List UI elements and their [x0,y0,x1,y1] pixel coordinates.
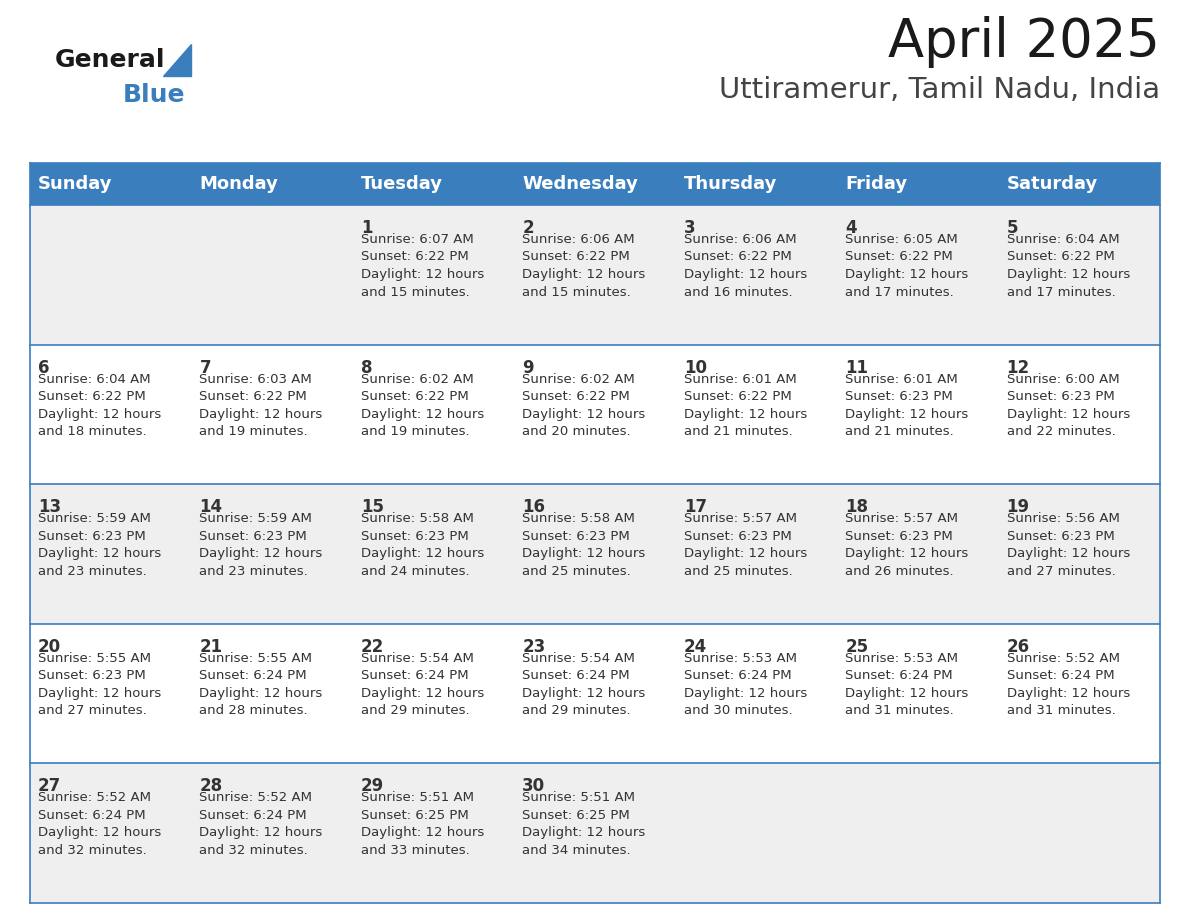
Text: 29: 29 [361,778,384,795]
Text: Sunrise: 5:53 AM
Sunset: 6:24 PM
Daylight: 12 hours
and 30 minutes.: Sunrise: 5:53 AM Sunset: 6:24 PM Dayligh… [684,652,807,717]
Text: Tuesday: Tuesday [361,175,443,193]
Text: 13: 13 [38,498,61,516]
Text: Sunrise: 5:51 AM
Sunset: 6:25 PM
Daylight: 12 hours
and 34 minutes.: Sunrise: 5:51 AM Sunset: 6:25 PM Dayligh… [523,791,645,856]
Text: Wednesday: Wednesday [523,175,638,193]
Text: 8: 8 [361,359,372,376]
Text: Sunrise: 6:04 AM
Sunset: 6:22 PM
Daylight: 12 hours
and 17 minutes.: Sunrise: 6:04 AM Sunset: 6:22 PM Dayligh… [1006,233,1130,298]
Text: 12: 12 [1006,359,1030,376]
Text: 5: 5 [1006,219,1018,237]
Text: 9: 9 [523,359,533,376]
Text: 10: 10 [684,359,707,376]
Text: Sunrise: 5:52 AM
Sunset: 6:24 PM
Daylight: 12 hours
and 32 minutes.: Sunrise: 5:52 AM Sunset: 6:24 PM Dayligh… [200,791,323,856]
Text: Sunrise: 6:06 AM
Sunset: 6:22 PM
Daylight: 12 hours
and 15 minutes.: Sunrise: 6:06 AM Sunset: 6:22 PM Dayligh… [523,233,645,298]
Text: 21: 21 [200,638,222,655]
Text: Sunrise: 5:58 AM
Sunset: 6:23 PM
Daylight: 12 hours
and 25 minutes.: Sunrise: 5:58 AM Sunset: 6:23 PM Dayligh… [523,512,645,577]
Text: Saturday: Saturday [1006,175,1098,193]
Polygon shape [163,44,191,76]
Text: 15: 15 [361,498,384,516]
Text: 18: 18 [845,498,868,516]
Text: Sunrise: 5:57 AM
Sunset: 6:23 PM
Daylight: 12 hours
and 26 minutes.: Sunrise: 5:57 AM Sunset: 6:23 PM Dayligh… [845,512,968,577]
Text: 25: 25 [845,638,868,655]
Text: Sunrise: 6:07 AM
Sunset: 6:22 PM
Daylight: 12 hours
and 15 minutes.: Sunrise: 6:07 AM Sunset: 6:22 PM Dayligh… [361,233,484,298]
Text: Sunrise: 6:00 AM
Sunset: 6:23 PM
Daylight: 12 hours
and 22 minutes.: Sunrise: 6:00 AM Sunset: 6:23 PM Dayligh… [1006,373,1130,438]
Text: Sunrise: 6:02 AM
Sunset: 6:22 PM
Daylight: 12 hours
and 20 minutes.: Sunrise: 6:02 AM Sunset: 6:22 PM Dayligh… [523,373,645,438]
Text: Sunrise: 6:05 AM
Sunset: 6:22 PM
Daylight: 12 hours
and 17 minutes.: Sunrise: 6:05 AM Sunset: 6:22 PM Dayligh… [845,233,968,298]
Text: Blue: Blue [124,83,185,107]
Text: 23: 23 [523,638,545,655]
Text: Thursday: Thursday [684,175,777,193]
Text: Sunrise: 5:52 AM
Sunset: 6:24 PM
Daylight: 12 hours
and 31 minutes.: Sunrise: 5:52 AM Sunset: 6:24 PM Dayligh… [1006,652,1130,717]
Text: April 2025: April 2025 [889,16,1159,68]
Text: Sunrise: 6:06 AM
Sunset: 6:22 PM
Daylight: 12 hours
and 16 minutes.: Sunrise: 6:06 AM Sunset: 6:22 PM Dayligh… [684,233,807,298]
Text: Sunrise: 5:59 AM
Sunset: 6:23 PM
Daylight: 12 hours
and 23 minutes.: Sunrise: 5:59 AM Sunset: 6:23 PM Dayligh… [38,512,162,577]
Text: 27: 27 [38,778,62,795]
Bar [30,205,1159,344]
Text: Sunday: Sunday [38,175,113,193]
Text: Sunrise: 5:53 AM
Sunset: 6:24 PM
Daylight: 12 hours
and 31 minutes.: Sunrise: 5:53 AM Sunset: 6:24 PM Dayligh… [845,652,968,717]
Text: Sunrise: 6:01 AM
Sunset: 6:22 PM
Daylight: 12 hours
and 21 minutes.: Sunrise: 6:01 AM Sunset: 6:22 PM Dayligh… [684,373,807,438]
Bar [30,764,1159,903]
Text: Sunrise: 6:03 AM
Sunset: 6:22 PM
Daylight: 12 hours
and 19 minutes.: Sunrise: 6:03 AM Sunset: 6:22 PM Dayligh… [200,373,323,438]
Text: General: General [55,48,165,72]
Text: 4: 4 [845,219,857,237]
Text: 14: 14 [200,498,222,516]
Text: 20: 20 [38,638,61,655]
Text: 17: 17 [684,498,707,516]
Text: 6: 6 [38,359,50,376]
Text: 19: 19 [1006,498,1030,516]
Text: Monday: Monday [200,175,278,193]
Text: 30: 30 [523,778,545,795]
Text: 1: 1 [361,219,372,237]
Text: 24: 24 [684,638,707,655]
Text: Sunrise: 5:52 AM
Sunset: 6:24 PM
Daylight: 12 hours
and 32 minutes.: Sunrise: 5:52 AM Sunset: 6:24 PM Dayligh… [38,791,162,856]
Text: Uttiramerur, Tamil Nadu, India: Uttiramerur, Tamil Nadu, India [719,76,1159,104]
Text: 16: 16 [523,498,545,516]
Text: 22: 22 [361,638,384,655]
Text: 3: 3 [684,219,695,237]
Text: 28: 28 [200,778,222,795]
Text: Sunrise: 5:55 AM
Sunset: 6:24 PM
Daylight: 12 hours
and 28 minutes.: Sunrise: 5:55 AM Sunset: 6:24 PM Dayligh… [200,652,323,717]
Text: Sunrise: 5:56 AM
Sunset: 6:23 PM
Daylight: 12 hours
and 27 minutes.: Sunrise: 5:56 AM Sunset: 6:23 PM Dayligh… [1006,512,1130,577]
Text: Sunrise: 5:54 AM
Sunset: 6:24 PM
Daylight: 12 hours
and 29 minutes.: Sunrise: 5:54 AM Sunset: 6:24 PM Dayligh… [361,652,484,717]
Text: 7: 7 [200,359,211,376]
Text: Sunrise: 5:57 AM
Sunset: 6:23 PM
Daylight: 12 hours
and 25 minutes.: Sunrise: 5:57 AM Sunset: 6:23 PM Dayligh… [684,512,807,577]
Bar [30,163,1159,205]
Text: 2: 2 [523,219,533,237]
Bar [30,624,1159,764]
Text: Sunrise: 5:51 AM
Sunset: 6:25 PM
Daylight: 12 hours
and 33 minutes.: Sunrise: 5:51 AM Sunset: 6:25 PM Dayligh… [361,791,484,856]
Text: 11: 11 [845,359,868,376]
Text: Sunrise: 5:58 AM
Sunset: 6:23 PM
Daylight: 12 hours
and 24 minutes.: Sunrise: 5:58 AM Sunset: 6:23 PM Dayligh… [361,512,484,577]
Text: Sunrise: 5:59 AM
Sunset: 6:23 PM
Daylight: 12 hours
and 23 minutes.: Sunrise: 5:59 AM Sunset: 6:23 PM Dayligh… [200,512,323,577]
Text: Sunrise: 5:55 AM
Sunset: 6:23 PM
Daylight: 12 hours
and 27 minutes.: Sunrise: 5:55 AM Sunset: 6:23 PM Dayligh… [38,652,162,717]
Text: Sunrise: 6:01 AM
Sunset: 6:23 PM
Daylight: 12 hours
and 21 minutes.: Sunrise: 6:01 AM Sunset: 6:23 PM Dayligh… [845,373,968,438]
Text: Sunrise: 6:04 AM
Sunset: 6:22 PM
Daylight: 12 hours
and 18 minutes.: Sunrise: 6:04 AM Sunset: 6:22 PM Dayligh… [38,373,162,438]
Bar [30,344,1159,484]
Bar [30,484,1159,624]
Text: 26: 26 [1006,638,1030,655]
Text: Sunrise: 5:54 AM
Sunset: 6:24 PM
Daylight: 12 hours
and 29 minutes.: Sunrise: 5:54 AM Sunset: 6:24 PM Dayligh… [523,652,645,717]
Text: Sunrise: 6:02 AM
Sunset: 6:22 PM
Daylight: 12 hours
and 19 minutes.: Sunrise: 6:02 AM Sunset: 6:22 PM Dayligh… [361,373,484,438]
Text: Friday: Friday [845,175,908,193]
